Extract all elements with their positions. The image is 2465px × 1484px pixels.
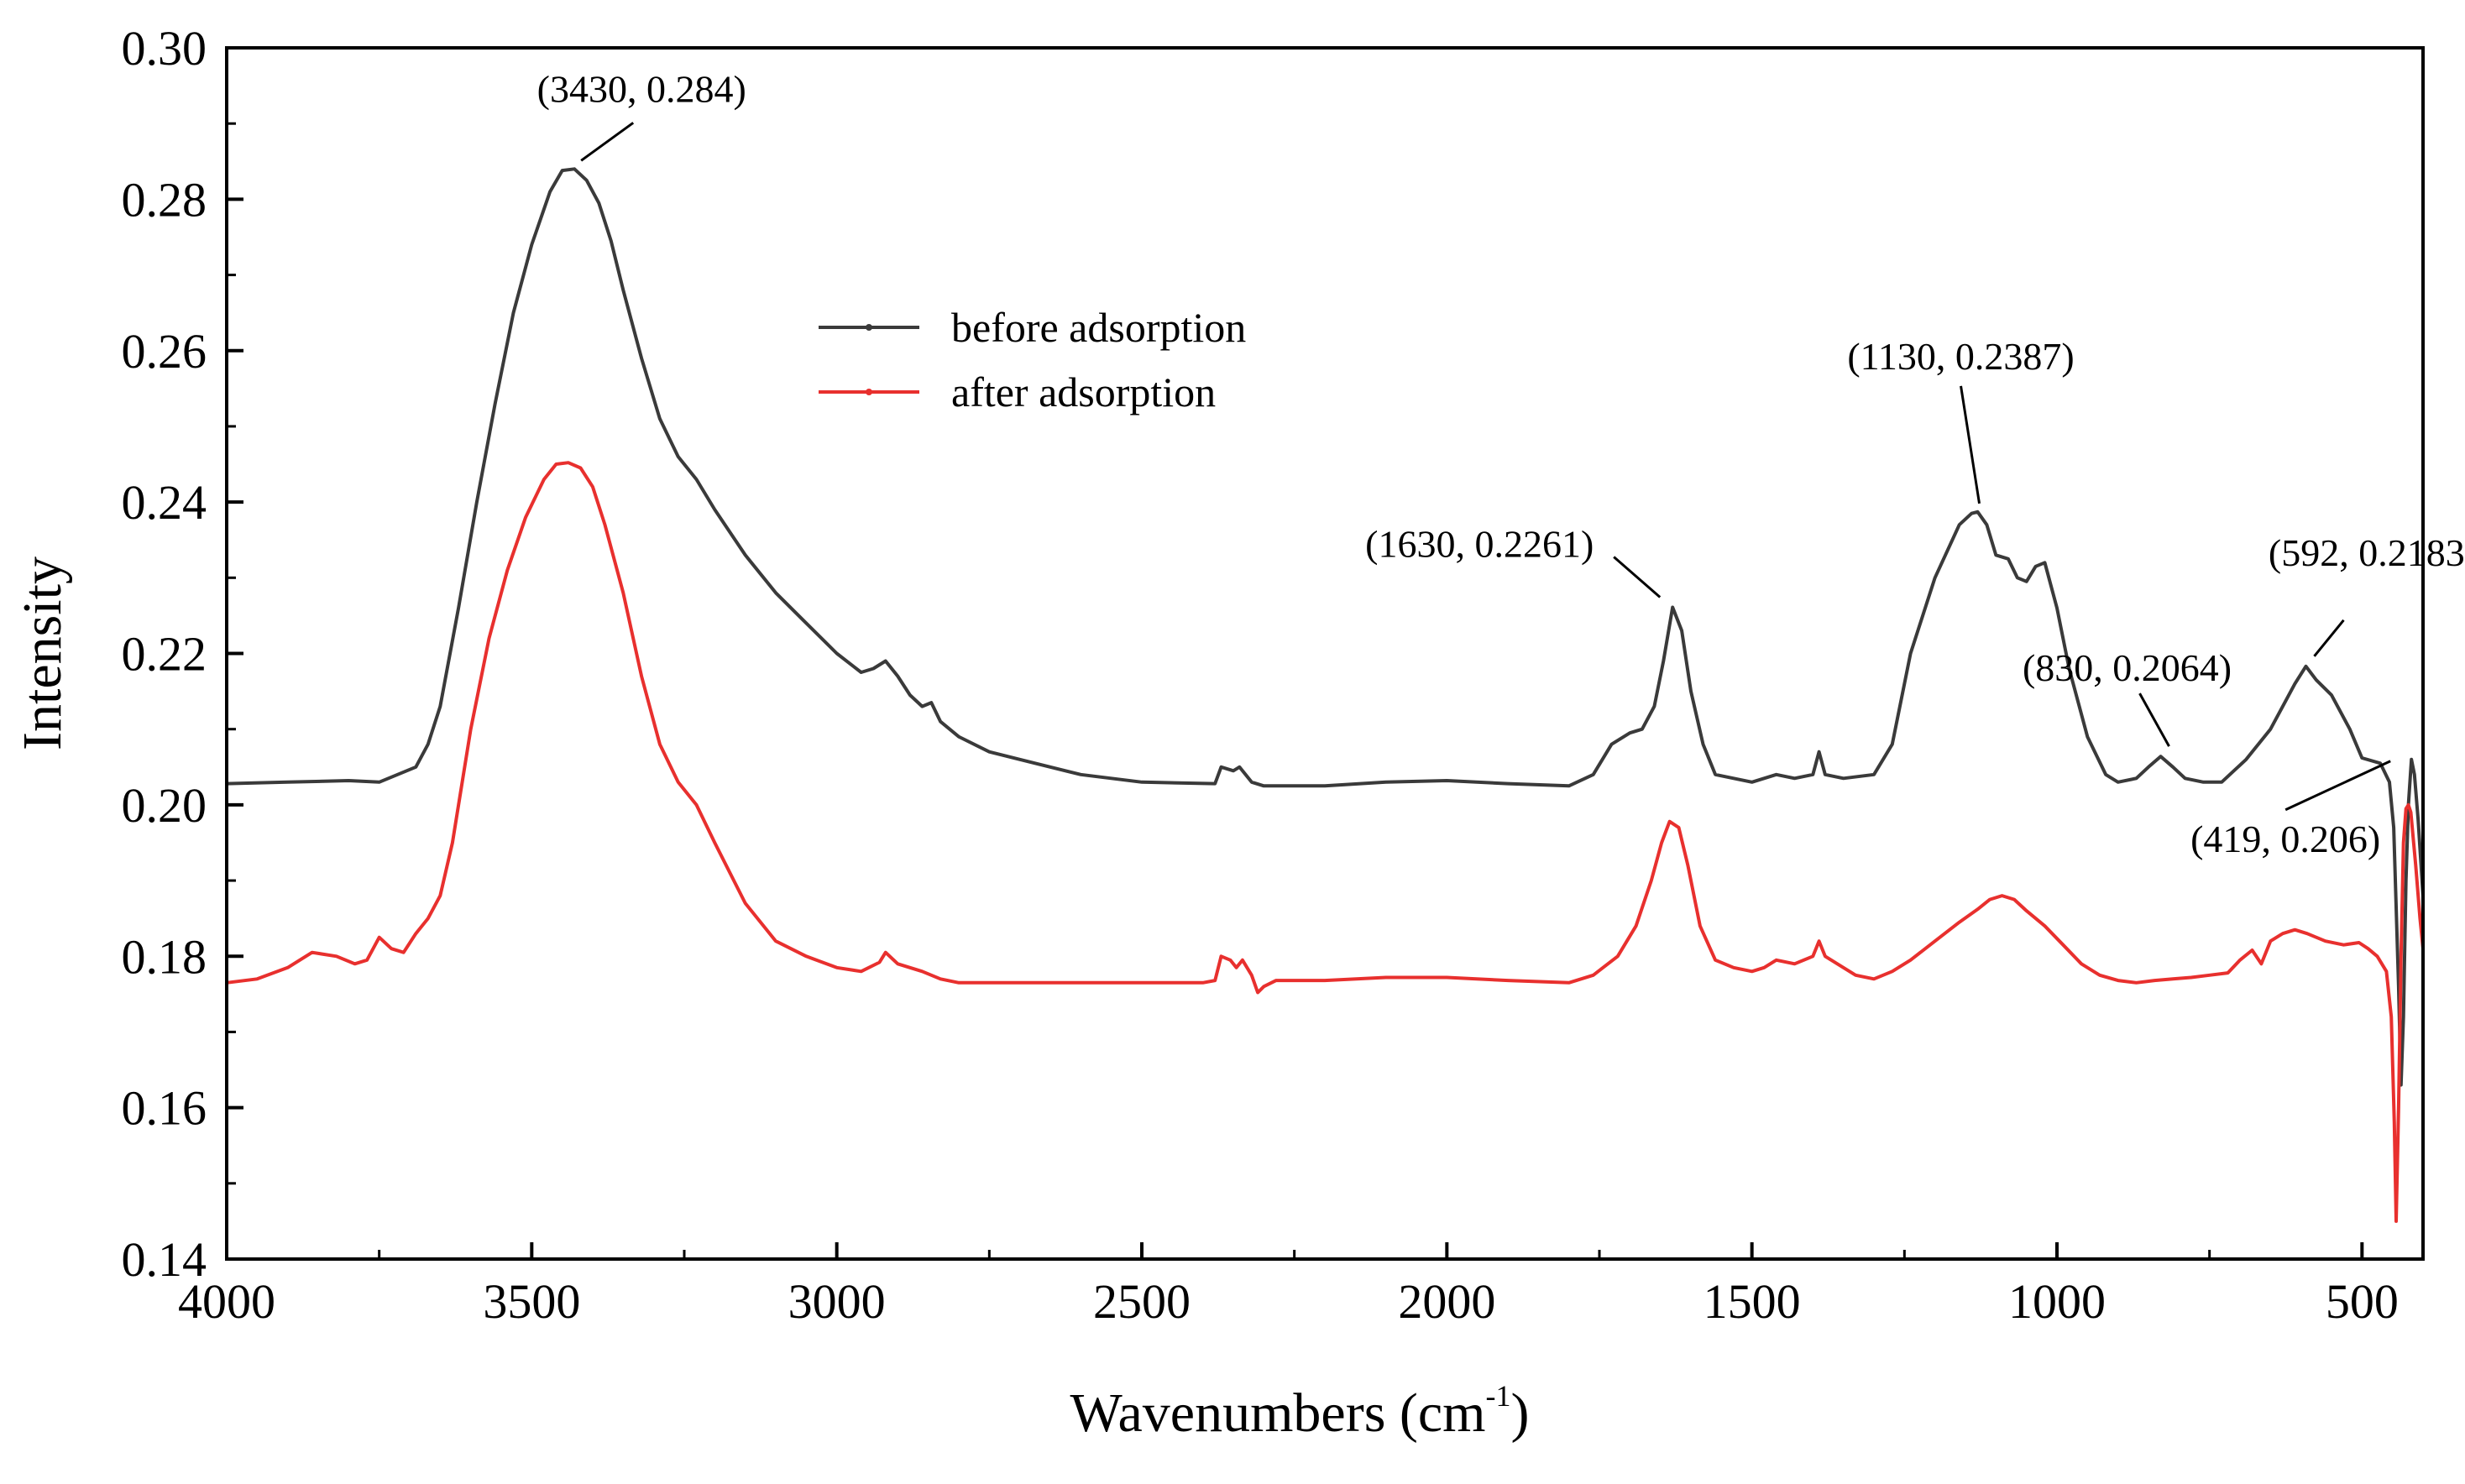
- annotation-leader: [1960, 385, 1981, 504]
- annotation-label: (592, 0.2183): [2269, 531, 2465, 574]
- x-tick-label: 3500: [483, 1274, 580, 1329]
- annotation-label: (830, 0.2064): [2023, 646, 2232, 689]
- x-tick-label: 500: [2326, 1274, 2399, 1329]
- y-tick-label: 0.26: [122, 324, 207, 379]
- axes-ticks: 0.14 0.16 0.18 0.20 0.22 0.24 0.26 0.28 0.30 4000…: [122, 21, 2399, 1329]
- y-tick-label: 0.16: [122, 1081, 207, 1136]
- series-lines: [226, 167, 2425, 1223]
- y-tick-label: 0.30: [122, 21, 207, 76]
- annotation-label: (3430, 0.284): [537, 67, 746, 110]
- plot-frame: [225, 46, 2425, 1261]
- series-line-after-adsorption: [226, 461, 2425, 1223]
- y-tick-label: 0.24: [122, 475, 207, 530]
- x-tick-label: 1000: [2008, 1274, 2106, 1329]
- x-tick-label: 3000: [788, 1274, 886, 1329]
- x-axis-title: Wavenumbers (cm-1): [1070, 1379, 1530, 1444]
- annotation-label: (419, 0.206): [2190, 818, 2380, 860]
- x-tick-label: 2500: [1093, 1274, 1191, 1329]
- x-axis-title-main: Wavenumbers (cm: [1070, 1382, 1486, 1444]
- annotation-leader: [1613, 556, 1662, 598]
- series-line-before-adsorption: [226, 167, 2425, 1087]
- x-tick-label: 4000: [178, 1274, 275, 1329]
- legend: before adsorption after adsorption: [819, 304, 1246, 415]
- annotation-label: (1130, 0.2387): [1847, 335, 2074, 378]
- legend-marker: [866, 389, 872, 395]
- legend-label: after adsorption: [951, 368, 1216, 415]
- legend-label: before adsorption: [951, 304, 1246, 351]
- y-tick-label: 0.28: [122, 172, 207, 227]
- annotation-leader: [2284, 760, 2391, 812]
- y-tick-label: 0.22: [122, 627, 207, 682]
- x-tick-label: 1500: [1704, 1274, 1801, 1329]
- x-tick-label: 2000: [1398, 1274, 1495, 1329]
- annotation-label: (1630, 0.2261): [1365, 522, 1594, 565]
- annotation-leader: [2138, 692, 2170, 747]
- legend-marker: [866, 324, 872, 331]
- annotation-leader: [2313, 619, 2345, 657]
- annotation-leader: [580, 122, 635, 162]
- peak-annotations: (3430, 0.284) (1630, 0.2261) (1130, 0.2387…: [537, 67, 2465, 860]
- y-axis-title: Intensity: [12, 556, 73, 750]
- x-axis-title-close: ): [1511, 1382, 1530, 1444]
- y-tick-label: 0.14: [122, 1232, 207, 1287]
- y-tick-label: 0.20: [122, 778, 207, 833]
- y-tick-label: 0.18: [122, 929, 207, 984]
- x-axis-title-superscript: -1: [1486, 1379, 1511, 1413]
